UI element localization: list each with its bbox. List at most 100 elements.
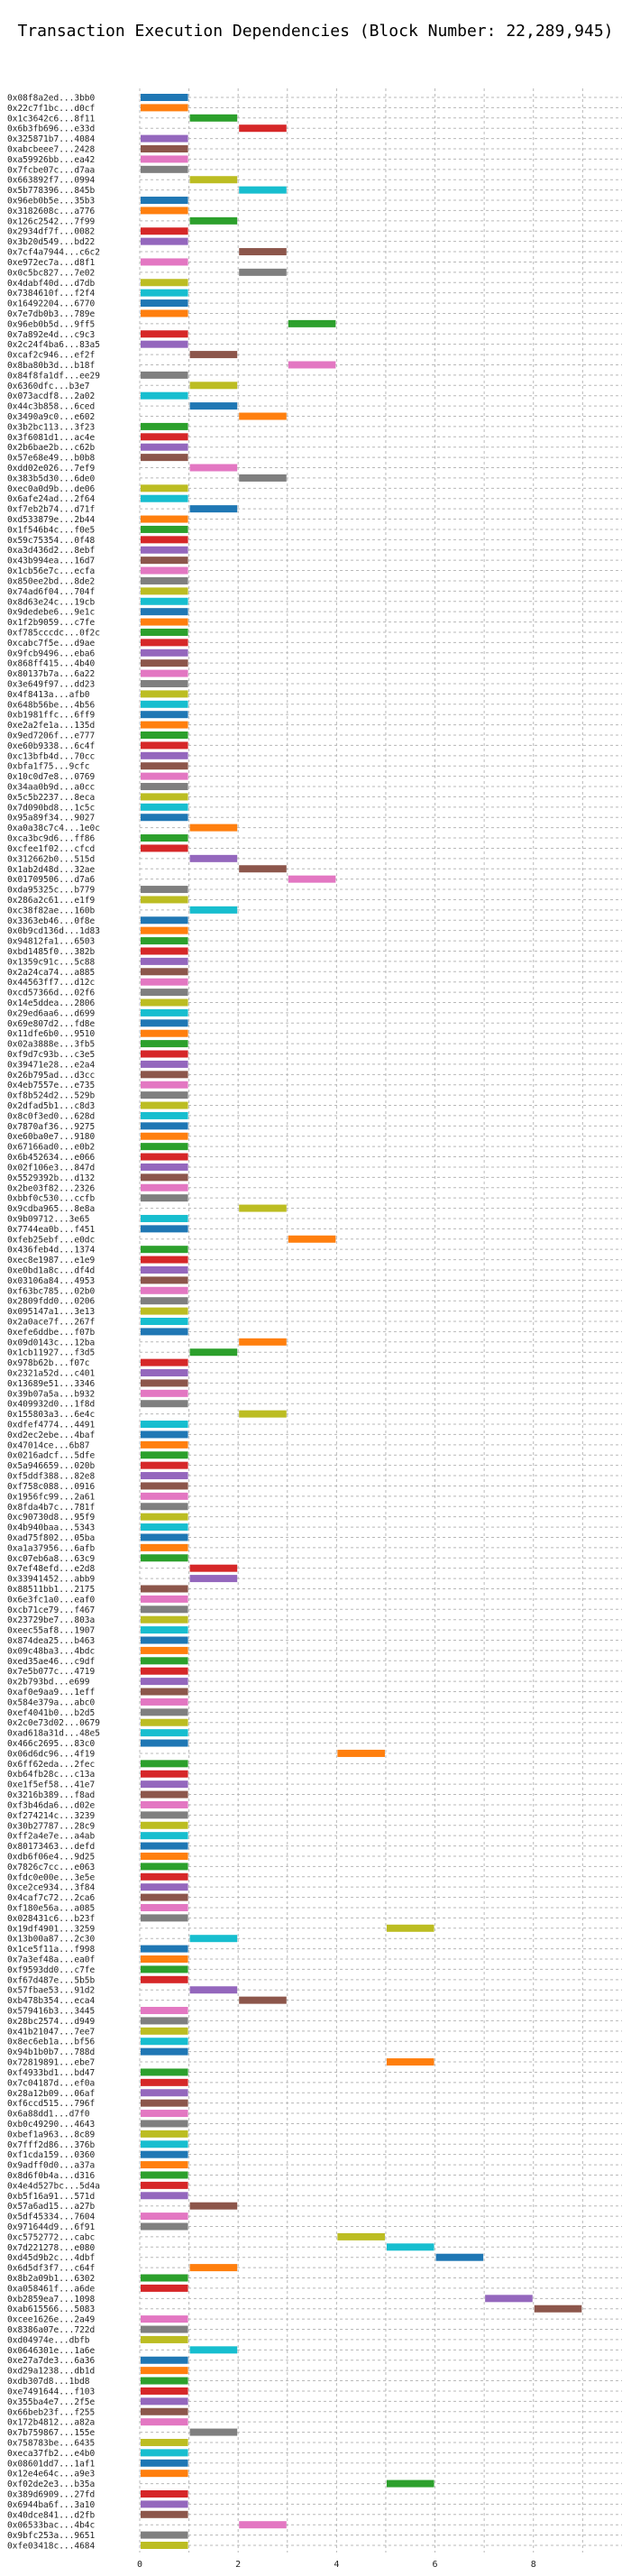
tx-bar <box>141 227 188 235</box>
tx-bar <box>141 309 188 317</box>
tx-label: 0x7744ea0b...f451 <box>7 1225 96 1235</box>
tx-label: 0xa0a38c7c4...1e0c <box>7 823 100 833</box>
tx-label: 0x5b778396...845b <box>7 186 96 196</box>
tx-bar <box>141 2120 188 2128</box>
tx-bar <box>189 906 238 914</box>
tx-bar <box>141 1040 188 1048</box>
tx-label: 0x648b56be...4b56 <box>7 700 96 710</box>
tx-label: 0x40dce841...d2fb <box>7 2510 96 2520</box>
x-tick-label: 2 <box>235 2560 241 2570</box>
tx-label: 0x9ed7206f...e777 <box>7 731 95 741</box>
tx-label: 0x6ff62eda...2fec <box>7 1760 95 1770</box>
tx-bar <box>141 2449 188 2457</box>
tx-bar <box>141 814 188 822</box>
tx-bar <box>141 1431 188 1439</box>
tx-label: 0xf6ccd515...796f <box>7 2099 95 2109</box>
tx-label: 0xbd1485f0...382b <box>7 947 96 957</box>
tx-label: 0x9cdba965...8e8a <box>7 1204 95 1214</box>
tx-bar <box>141 2459 188 2467</box>
tx-label: 0x0c5bc827...7e02 <box>7 268 95 278</box>
tx-label: 0x8ba80b3d...b18f <box>7 361 95 371</box>
tx-label: 0x6360dfc...b3e7 <box>7 382 90 391</box>
tx-label: 0x3f6081d1...ac4e <box>7 433 96 443</box>
tx-label: 0x155803a3...6e4c <box>7 1410 95 1420</box>
tx-bar <box>141 649 188 657</box>
tx-label: 0xf67d487e...5b5b <box>7 1975 96 1985</box>
tx-bar <box>141 1883 188 1891</box>
tx-label: 0xca3bc9d6...ff86 <box>7 834 96 844</box>
tx-bar <box>141 751 188 759</box>
tx-label: 0x7fcbe07c...d7aa <box>7 165 95 175</box>
tx-label: 0xec8e1987...e1e9 <box>7 1256 96 1265</box>
tx-label: 0x7e5b077c...4719 <box>7 1667 96 1677</box>
tx-bar <box>141 2325 188 2333</box>
tx-label: 0xc5752772...cabc <box>7 2232 95 2242</box>
tx-bar <box>141 1400 188 1408</box>
tx-label: 0x971644d9...6f91 <box>7 2222 96 2232</box>
tx-bar <box>141 1790 188 1799</box>
tx-label: 0x436feb4d...1374 <box>7 1246 96 1256</box>
tx-bar <box>141 197 188 205</box>
tx-bar <box>141 1183 188 1191</box>
tx-label: 0x1cb11927...f3d5 <box>7 1348 95 1358</box>
tx-label: 0x286a2c61...e1f9 <box>7 896 96 906</box>
tx-label: 0x06d6dc96...4f19 <box>7 1749 96 1759</box>
tx-bar <box>141 104 188 112</box>
tx-label: 0xff2a4e7e...a4ab <box>7 1832 96 1842</box>
tx-bar <box>141 2068 188 2076</box>
tx-label: 0x34aa0b9d...a0cc <box>7 783 95 793</box>
tx-bar <box>141 978 188 986</box>
tx-label: 0xcd57366d...02f6 <box>7 989 96 998</box>
tx-bar <box>189 114 238 122</box>
tx-bar <box>141 2181 188 2189</box>
tx-bar <box>141 1585 188 1593</box>
tx-bar <box>141 1832 188 1840</box>
tx-label: 0x9bfc253a...9651 <box>7 2531 96 2541</box>
tx-label: 0x08f8a2ed...3bb0 <box>7 94 96 104</box>
tx-label: 0x44563ff7...d12c <box>7 978 95 988</box>
tx-label: 0x22c7f1bc...d0cf <box>7 104 95 114</box>
tx-label: 0x6b3fb696...e33d <box>7 124 95 134</box>
tx-label: 0xb478b354...eca4 <box>7 1996 96 2006</box>
tx-label: 0x09c48ba3...4bdc <box>7 1646 95 1656</box>
tx-bar <box>141 1265 188 1274</box>
tx-label: 0xaf0e9aa9...1eff <box>7 1688 95 1697</box>
tx-label: 0x7d221278...e080 <box>7 2243 96 2253</box>
tx-bar <box>141 762 188 770</box>
tx-label: 0xd29a1238...db1d <box>7 2367 95 2377</box>
tx-label: 0x758783be...6435 <box>7 2438 95 2448</box>
tx-bar <box>141 1132 188 1140</box>
tx-label: 0x3363eb46...0f8e <box>7 916 96 926</box>
tx-bar <box>141 165 188 173</box>
tx-bar <box>239 1996 287 2004</box>
tx-label: 0x3182608c...a776 <box>7 207 96 216</box>
tx-bar <box>141 1708 188 1716</box>
tx-label: 0x3e649f97...dd23 <box>7 679 95 689</box>
tx-label: 0x57a6ad15...a27b <box>7 2202 96 2212</box>
tx-label: 0x355ba4e7...2f5e <box>7 2397 96 2407</box>
tx-bar <box>141 422 188 430</box>
tx-label: 0x028431c6...b23f <box>7 1914 95 1924</box>
tx-bar <box>141 937 188 945</box>
tx-label: 0xdd02e026...7ef9 <box>7 464 96 474</box>
tx-bar <box>141 1543 188 1551</box>
tx-bar <box>141 371 188 379</box>
tx-label: 0x26b795ad...d3cc <box>7 1071 95 1081</box>
tx-bar <box>141 1019 188 1027</box>
tx-bar <box>189 402 238 410</box>
tx-bar <box>141 2531 188 2539</box>
tx-bar <box>141 1071 188 1079</box>
tx-label: 0x0b9cd136d...1d83 <box>7 926 100 936</box>
tx-label: 0xbbf0c530...ccfb <box>7 1194 96 1204</box>
tx-label: 0xe60b9338...6c4f <box>7 741 95 751</box>
tx-label: 0x4b940baa...5343 <box>7 1523 95 1533</box>
tx-bar <box>141 1975 188 1983</box>
tx-label: 0x4eb7557e...e735 <box>7 1081 95 1090</box>
tx-bar <box>141 1389 188 1397</box>
tx-label: 0xdb6f06e4...9d25 <box>7 1852 95 1862</box>
tx-bar <box>141 998 188 1007</box>
tx-bar <box>239 412 287 420</box>
tx-label: 0xb2859ea7...1098 <box>7 2295 96 2305</box>
tx-bar <box>141 1697 188 1706</box>
tx-bar <box>141 1163 188 1171</box>
